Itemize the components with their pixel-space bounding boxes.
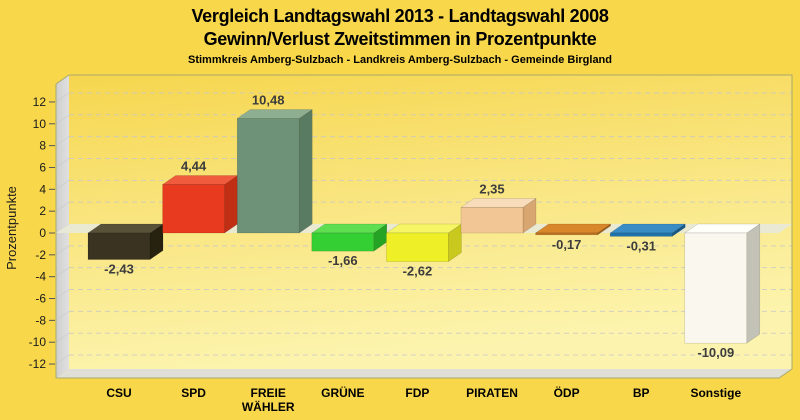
y-tick-label--6: -6 (35, 292, 46, 306)
value-label-gruene: -1,66 (328, 253, 358, 268)
wall-tick-line (55, 179, 70, 190)
bar-top-face (683, 223, 761, 234)
category-label-csu: CSU (106, 386, 131, 400)
y-tick-label-2: 2 (39, 204, 46, 218)
category-label-line: SPD (181, 386, 206, 400)
wall-tick-line (55, 310, 70, 321)
category-label-gruene: GRÜNE (321, 385, 364, 400)
value-label-spd: 4,44 (181, 159, 207, 174)
wall-tick-line (55, 354, 70, 365)
bar-bp: -0,31 (609, 223, 687, 253)
chart-title-line1: Vergleich Landtagswahl 2013 - Landtagswa… (191, 6, 609, 26)
wall-tick-line (55, 201, 70, 212)
value-label-fdp: -2,62 (403, 264, 433, 279)
bar-top-face (534, 223, 612, 234)
bar-side-face (746, 223, 761, 344)
category-label-line: BP (633, 386, 650, 400)
bar-freie-waehler: 10,48 (236, 93, 314, 234)
category-label-line: WÄHLER (242, 399, 295, 414)
bar-top-face (609, 223, 687, 234)
y-tick-label-10: 10 (33, 117, 47, 131)
wall-tick-line (55, 158, 70, 168)
category-label-line: FDP (405, 386, 429, 400)
category-label-piraten: PIRATEN (466, 386, 518, 400)
bar-top-face (385, 223, 463, 234)
category-label-bp: BP (633, 386, 650, 400)
bar-side-face (224, 175, 238, 234)
category-label-spd: SPD (181, 386, 206, 400)
y-tick-label-6: 6 (39, 160, 46, 174)
bar-front-face (460, 207, 524, 234)
wall-tick-line (55, 114, 70, 125)
value-label-freie-waehler: 10,48 (252, 93, 285, 108)
wall-tick-line (55, 267, 70, 278)
value-label-sonstige: -10,09 (697, 345, 734, 360)
bar-top-face (310, 223, 388, 234)
bar-top-face (236, 109, 314, 119)
bar-oedp: -0,17 (534, 223, 612, 252)
category-label-line: ÖDP (554, 385, 580, 400)
y-tick-label--2: -2 (35, 248, 46, 262)
bar-sonstige: -10,09 (683, 223, 761, 360)
y-tick-label--8: -8 (35, 313, 46, 327)
bar-spd: 4,44 (161, 159, 239, 234)
chart-header: Vergleich Landtagswahl 2013 - Landtagswa… (0, 5, 800, 67)
category-label-line: Sonstige (690, 386, 741, 400)
bar-top-face (161, 175, 239, 185)
chart-title-line2: Gewinn/Verlust Zweitstimmen in Prozentpu… (203, 29, 597, 49)
bar-front-face (684, 232, 748, 344)
wall-tick-line (55, 332, 70, 343)
plot-floor (56, 369, 792, 378)
y-tick-label--4: -4 (35, 270, 46, 284)
category-label-oedp: ÖDP (554, 385, 580, 400)
category-label-line: GRÜNE (321, 385, 364, 400)
bar-top-face (460, 198, 537, 208)
wall-tick-line (55, 92, 70, 103)
plot-left-wall (56, 75, 69, 378)
chart-caption: Stimmkreis Amberg-Sulzbach - Landkreis A… (188, 54, 612, 66)
bar-front-face (311, 232, 375, 252)
y-tick-label-4: 4 (39, 182, 46, 196)
plot-frame-border (55, 74, 793, 379)
value-label-bp: -0,31 (626, 238, 656, 253)
y-tick-label-0: 0 (39, 226, 46, 240)
category-label-fdp: FDP (405, 386, 429, 400)
value-label-oedp: -0,17 (552, 237, 582, 252)
category-label-line: PIRATEN (466, 386, 518, 400)
wall-tick-line (55, 245, 70, 256)
wall-tick-line (55, 289, 70, 299)
bar-gruene: -1,66 (310, 223, 388, 268)
y-tick-label--10: -10 (29, 335, 47, 349)
bar-fdp: -2,62 (385, 223, 463, 279)
wall-tick-line (55, 136, 70, 147)
y-axis-title: Prozentpunkte (4, 186, 19, 270)
value-label-piraten: 2,35 (479, 181, 504, 196)
y-tick-label-12: 12 (33, 95, 47, 109)
bar-front-face (535, 232, 598, 236)
category-label-line: FREIE (251, 386, 286, 400)
bar-csu: -2,43 (87, 223, 164, 277)
y-tick-label--12: -12 (29, 357, 47, 371)
bar-side-face (298, 109, 313, 234)
bar-front-face (87, 232, 151, 260)
value-label-csu: -2,43 (104, 262, 134, 277)
category-label-sonstige: Sonstige (690, 386, 741, 400)
bar-piraten: 2,35 (460, 181, 537, 234)
bar-front-face (162, 184, 225, 234)
bar-top-face (87, 223, 164, 234)
bar-front-face (236, 118, 300, 234)
bar-front-face (386, 232, 449, 262)
bar-front-face (609, 232, 673, 237)
category-label-line: CSU (106, 386, 131, 400)
y-tick-label-8: 8 (39, 139, 46, 153)
